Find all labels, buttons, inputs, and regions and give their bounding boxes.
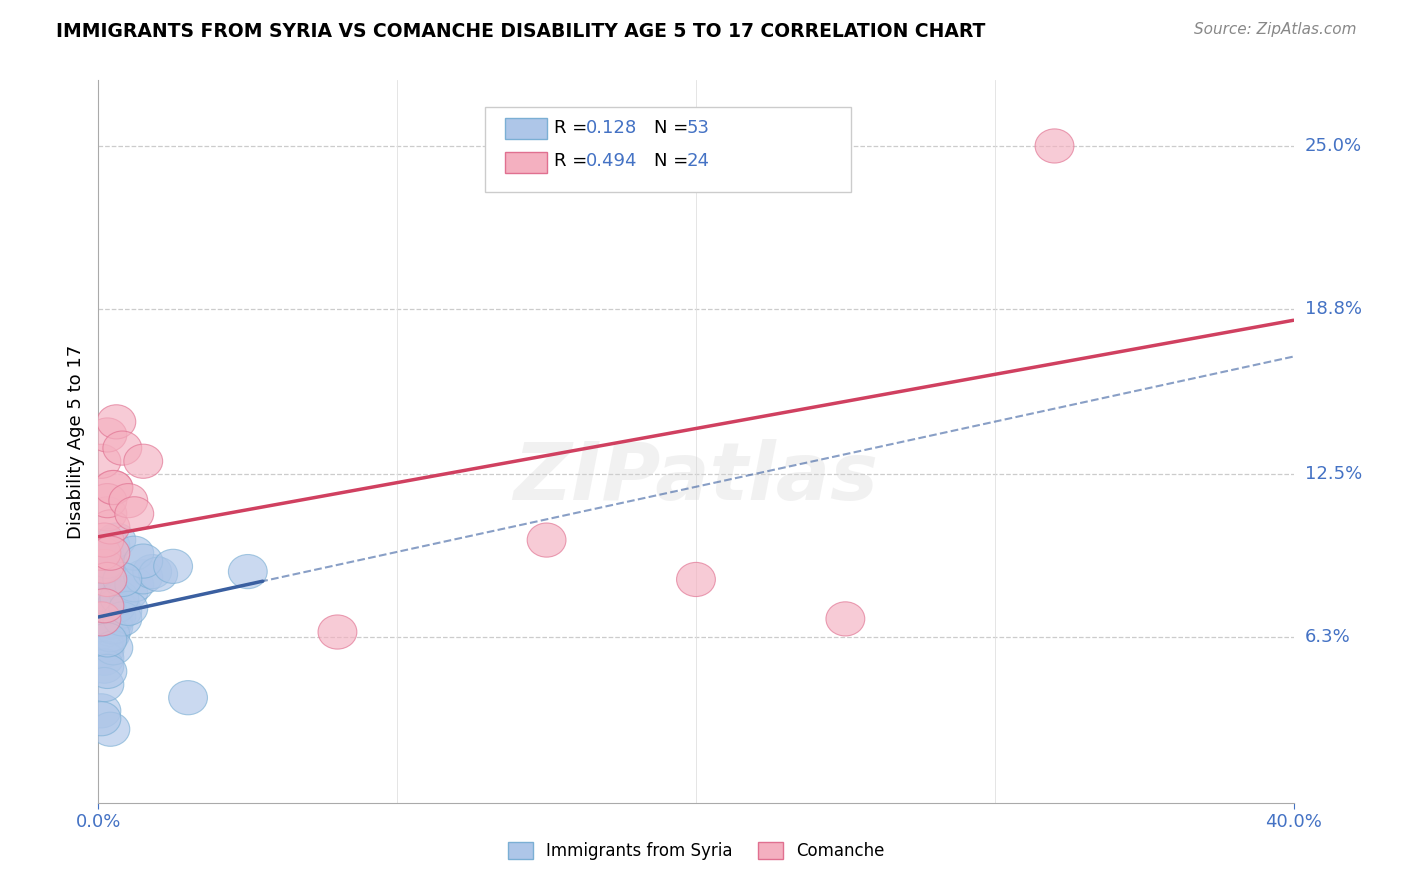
Ellipse shape <box>82 607 121 641</box>
Ellipse shape <box>103 562 142 597</box>
Ellipse shape <box>108 591 148 625</box>
Ellipse shape <box>91 712 129 747</box>
Ellipse shape <box>91 528 129 562</box>
Ellipse shape <box>82 615 121 649</box>
Ellipse shape <box>82 702 121 736</box>
Ellipse shape <box>89 575 127 610</box>
Text: N =: N = <box>654 119 693 136</box>
Ellipse shape <box>89 497 127 531</box>
Ellipse shape <box>89 562 127 597</box>
Ellipse shape <box>89 544 127 578</box>
Ellipse shape <box>89 623 127 657</box>
Ellipse shape <box>124 544 163 578</box>
Text: Source: ZipAtlas.com: Source: ZipAtlas.com <box>1194 22 1357 37</box>
Ellipse shape <box>84 536 124 570</box>
Ellipse shape <box>103 431 142 466</box>
Text: ZIPatlas: ZIPatlas <box>513 439 879 516</box>
Ellipse shape <box>91 612 129 647</box>
Ellipse shape <box>132 555 172 589</box>
Ellipse shape <box>103 602 142 636</box>
Ellipse shape <box>89 586 127 620</box>
Ellipse shape <box>82 570 121 605</box>
Ellipse shape <box>115 567 153 602</box>
Ellipse shape <box>82 555 121 589</box>
Text: 12.5%: 12.5% <box>1305 466 1362 483</box>
Ellipse shape <box>103 594 142 628</box>
Ellipse shape <box>91 510 129 544</box>
Ellipse shape <box>91 591 129 625</box>
Ellipse shape <box>115 536 153 570</box>
Ellipse shape <box>89 655 127 689</box>
Ellipse shape <box>84 523 124 558</box>
Ellipse shape <box>825 602 865 636</box>
Ellipse shape <box>97 599 136 633</box>
Ellipse shape <box>94 470 132 505</box>
Text: IMMIGRANTS FROM SYRIA VS COMANCHE DISABILITY AGE 5 TO 17 CORRELATION CHART: IMMIGRANTS FROM SYRIA VS COMANCHE DISABI… <box>56 22 986 41</box>
Ellipse shape <box>84 641 124 675</box>
Ellipse shape <box>91 617 129 652</box>
Text: R =: R = <box>554 153 593 170</box>
Ellipse shape <box>139 558 177 591</box>
Ellipse shape <box>84 549 124 583</box>
Text: 24: 24 <box>686 153 709 170</box>
Ellipse shape <box>89 578 127 612</box>
Ellipse shape <box>676 562 716 597</box>
Ellipse shape <box>94 610 132 644</box>
Ellipse shape <box>153 549 193 583</box>
Ellipse shape <box>100 581 139 615</box>
Ellipse shape <box>82 602 121 636</box>
Ellipse shape <box>84 602 124 636</box>
Ellipse shape <box>84 589 124 623</box>
Ellipse shape <box>94 631 132 665</box>
Ellipse shape <box>82 444 121 478</box>
Ellipse shape <box>94 605 132 639</box>
Text: 0.128: 0.128 <box>586 119 637 136</box>
Text: 25.0%: 25.0% <box>1305 137 1362 155</box>
Text: N =: N = <box>654 153 693 170</box>
Ellipse shape <box>100 583 139 617</box>
Ellipse shape <box>94 470 132 505</box>
Ellipse shape <box>108 483 148 517</box>
Ellipse shape <box>89 417 127 452</box>
Ellipse shape <box>115 497 153 531</box>
Ellipse shape <box>169 681 208 714</box>
Ellipse shape <box>89 620 127 655</box>
Y-axis label: Disability Age 5 to 17: Disability Age 5 to 17 <box>66 344 84 539</box>
Ellipse shape <box>97 405 136 439</box>
Ellipse shape <box>82 549 121 583</box>
Text: 0.494: 0.494 <box>586 153 638 170</box>
Ellipse shape <box>84 633 124 667</box>
Ellipse shape <box>91 536 129 570</box>
Ellipse shape <box>82 694 121 728</box>
Text: 6.3%: 6.3% <box>1305 628 1350 647</box>
Ellipse shape <box>84 597 124 631</box>
Ellipse shape <box>97 523 136 558</box>
Ellipse shape <box>124 444 163 478</box>
Ellipse shape <box>82 562 121 597</box>
Ellipse shape <box>84 628 124 662</box>
Ellipse shape <box>84 667 124 702</box>
Text: 53: 53 <box>686 119 709 136</box>
Ellipse shape <box>89 483 127 517</box>
Ellipse shape <box>84 649 124 683</box>
Ellipse shape <box>318 615 357 649</box>
Ellipse shape <box>82 536 121 570</box>
Ellipse shape <box>124 560 163 594</box>
Ellipse shape <box>89 594 127 628</box>
Ellipse shape <box>228 555 267 589</box>
Text: 18.8%: 18.8% <box>1305 300 1361 318</box>
Ellipse shape <box>108 575 148 610</box>
Ellipse shape <box>527 523 567 558</box>
Text: R =: R = <box>554 119 593 136</box>
Ellipse shape <box>82 581 121 615</box>
Ellipse shape <box>1035 128 1074 163</box>
Ellipse shape <box>82 589 121 623</box>
Legend: Immigrants from Syria, Comanche: Immigrants from Syria, Comanche <box>501 835 891 867</box>
Ellipse shape <box>97 589 136 623</box>
